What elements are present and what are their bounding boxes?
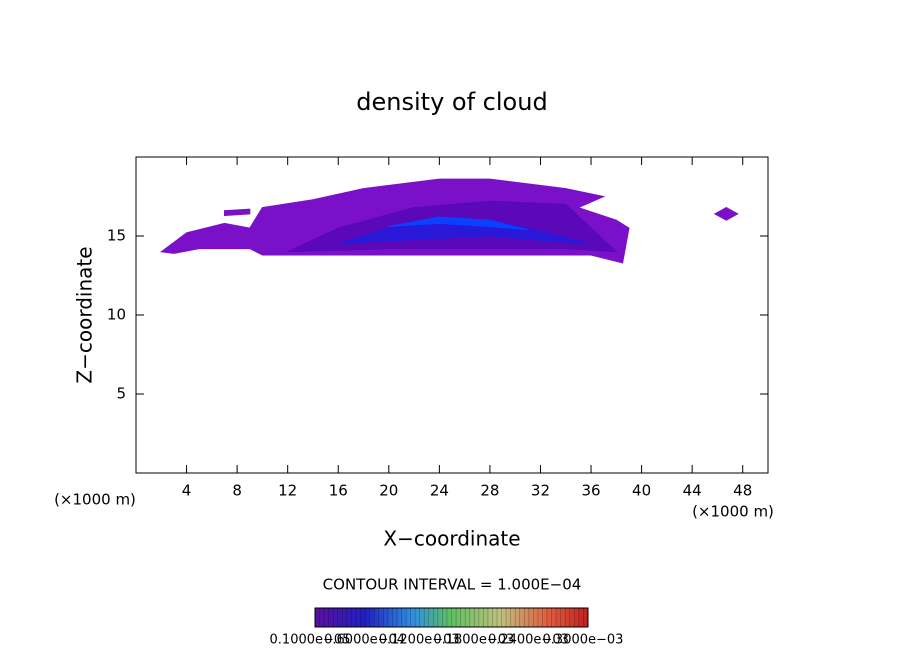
x-tick-label: 12	[278, 482, 297, 500]
x-axis-label: X−coordinate	[383, 527, 520, 551]
x-tick-label: 8	[232, 482, 242, 500]
contour-region	[713, 207, 739, 221]
x-tick-label: 28	[480, 482, 499, 500]
x-tick-label: 44	[683, 482, 702, 500]
x-tick-label: 36	[581, 482, 600, 500]
x-tick-label: 32	[531, 482, 550, 500]
chart-title: density of cloud	[356, 88, 547, 116]
x-tick-label: 48	[733, 482, 752, 500]
y-tick-label: 10	[107, 306, 126, 324]
x-tick-label: 4	[182, 482, 192, 500]
colorbar-label: 0.1800e−03	[433, 633, 514, 648]
x-unit-label: (×1000 m)	[54, 491, 136, 509]
x-tick-label: 20	[379, 482, 398, 500]
colorbar-label: 0.1000e−05	[270, 633, 351, 648]
x-tick-label: 40	[632, 482, 651, 500]
y-axis-label: Z−coordinate	[73, 246, 97, 383]
x-tick-label: 16	[329, 482, 348, 500]
y-tick-label: 15	[107, 227, 126, 245]
contour-interval: CONTOUR INTERVAL = 1.000E−04	[323, 576, 582, 594]
colorbar-label: 0.2400e−03	[488, 633, 569, 648]
contour-region	[388, 216, 528, 231]
colorbar-label: 0.1200e−03	[379, 633, 460, 648]
x-unit-label: (×1000 m)	[692, 503, 774, 521]
y-tick-label: 5	[116, 385, 126, 403]
contour-region	[224, 208, 251, 217]
x-tick-label: 24	[430, 482, 449, 500]
colorbar-label: 0.6000e−04	[324, 633, 405, 648]
colorbar-label: 0.3000e−03	[543, 633, 624, 648]
colorbar	[314, 607, 589, 628]
